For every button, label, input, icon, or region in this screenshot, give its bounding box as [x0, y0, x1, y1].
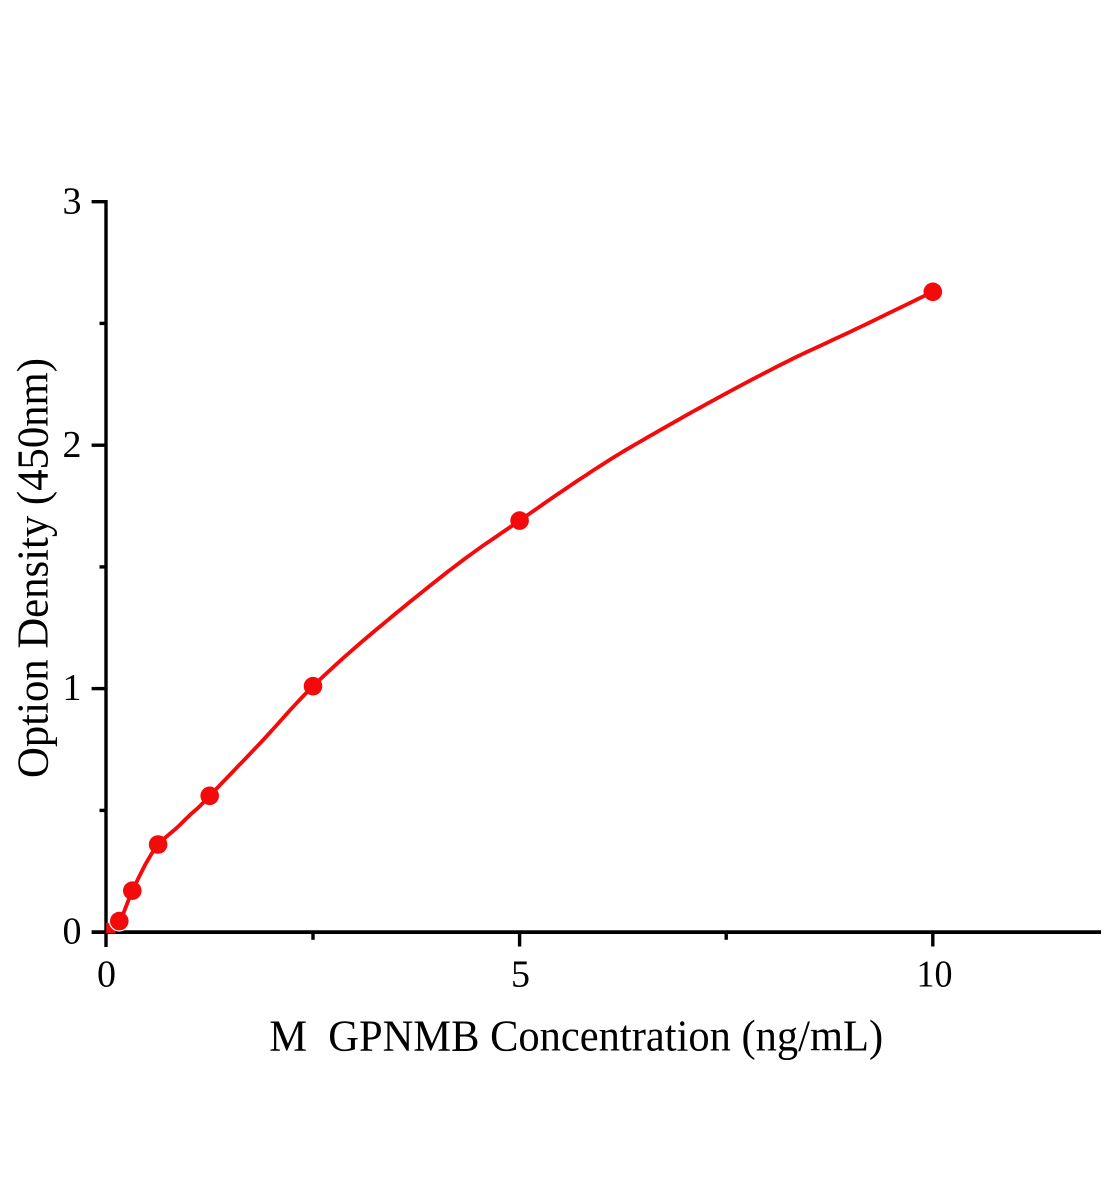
- svg-text:3: 3: [63, 180, 82, 222]
- svg-text:Option Density (450nm): Option Density (450nm): [9, 358, 58, 778]
- svg-text:2: 2: [63, 424, 82, 466]
- svg-text:0: 0: [63, 911, 82, 953]
- svg-text:M GPNMB Concentration (ng/mL): M GPNMB Concentration (ng/mL): [269, 1011, 883, 1060]
- svg-text:0: 0: [97, 953, 116, 995]
- svg-text:10: 10: [917, 953, 953, 995]
- svg-text:1: 1: [63, 667, 82, 709]
- svg-text:5: 5: [511, 953, 530, 995]
